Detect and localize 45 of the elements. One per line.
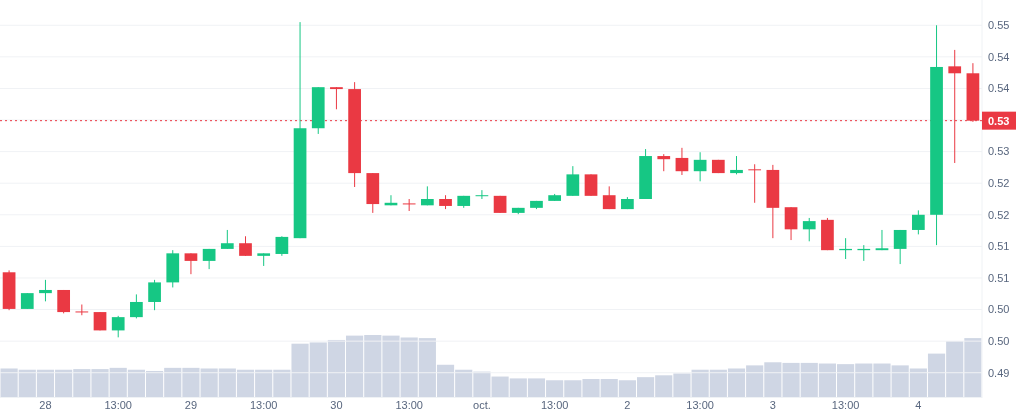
candlestick [148, 279, 161, 311]
x-tick-label: 13:00 [104, 399, 132, 411]
y-tick-label: 0.51 [988, 240, 1010, 253]
candlestick [730, 155, 743, 175]
candlestick [748, 163, 762, 204]
candlestick [566, 165, 580, 197]
candlestick [675, 147, 689, 176]
candlestick [330, 86, 343, 110]
y-tick-label: 0.53 [988, 145, 1010, 158]
x-tick-label: 29 [184, 399, 198, 411]
x-tick-label: 4 [915, 399, 922, 411]
candlestick [275, 235, 289, 257]
candlestick [893, 229, 907, 265]
x-tick-label: oct. [473, 399, 491, 411]
x-tick-label: 13:00 [540, 399, 569, 411]
candlestick [111, 315, 125, 338]
candlestick [911, 209, 925, 235]
x-tick-label: 28 [39, 399, 52, 411]
candlestick [130, 293, 143, 319]
candlestick [220, 229, 234, 250]
candlestick [784, 206, 798, 241]
candlestick [39, 279, 52, 302]
candlestick [475, 189, 489, 200]
candlestick [184, 252, 198, 275]
x-tick-label: 13:00 [831, 399, 860, 411]
candlestick [584, 173, 598, 197]
x-tick-label: 30 [330, 399, 343, 411]
candlestick [693, 151, 707, 182]
x-tick-label: 13:00 [249, 399, 278, 411]
y-tick-label: 0.51 [988, 271, 1010, 284]
y-tick-label: 0.49 [988, 366, 1010, 379]
x-tick-label: 3 [769, 399, 776, 411]
candlestick [402, 198, 416, 212]
candlestick [802, 217, 816, 242]
y-tick-label: 0.54 [988, 50, 1010, 63]
x-tick-label: 2 [624, 399, 631, 411]
y-tick-label: 0.52 [988, 208, 1010, 221]
candlestick [239, 235, 252, 257]
y-tick-label: 0.50 [988, 334, 1010, 347]
x-tick-label: 13:00 [686, 399, 714, 411]
y-tick-label: 0.50 [988, 303, 1010, 316]
y-tick-label: 0.55 [988, 19, 1010, 32]
x-tick-label: 13:00 [395, 399, 423, 411]
y-tick-label: 0.54 [988, 82, 1010, 95]
y-tick-label: 0.52 [988, 177, 1010, 190]
